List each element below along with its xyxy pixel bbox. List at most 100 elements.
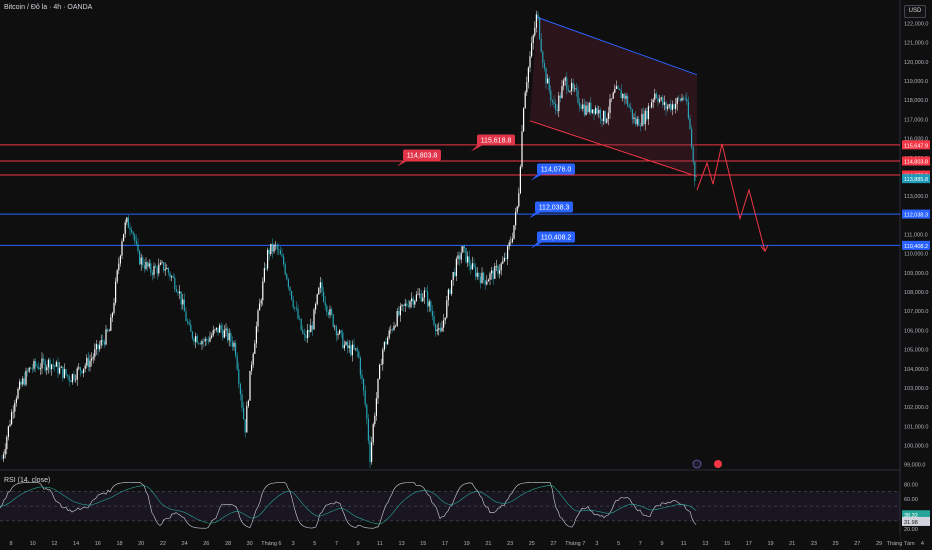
candle-body: [318, 287, 320, 295]
candle-body: [215, 327, 217, 330]
candle-body: [327, 312, 329, 316]
candle-body: [558, 95, 560, 111]
candle-body: [497, 265, 499, 274]
candle-body: [148, 263, 150, 267]
rsi-label: RSI (14, close): [4, 477, 51, 484]
candle-body: [446, 300, 448, 318]
candle-body: [143, 265, 145, 269]
candle-body: [667, 106, 669, 109]
candle-body: [263, 268, 265, 282]
candle-body: [265, 268, 267, 269]
candle-body: [390, 329, 392, 331]
time-tick-label: 24: [182, 541, 188, 547]
candle-body: [583, 104, 585, 115]
candle-body: [180, 291, 182, 305]
price-tick-label: 100,000.0: [904, 443, 928, 449]
candle-body: [540, 39, 542, 52]
candle-body: [262, 281, 264, 301]
symbol-title: Bitcoin / Đô la · 4h · OANDA: [4, 4, 93, 11]
candle-body: [537, 14, 539, 18]
candle-body: [644, 110, 646, 125]
candle-body: [164, 268, 166, 271]
price-tick-label: 118,000.0: [904, 98, 928, 104]
candle-body: [649, 106, 651, 108]
candle-body: [214, 329, 216, 331]
candle-body: [406, 303, 408, 306]
callout-110408-label: 110,408.2: [541, 235, 572, 242]
candle-body: [166, 267, 168, 269]
candle-body: [689, 118, 691, 130]
candle-body: [395, 325, 397, 327]
candle-body: [295, 307, 297, 309]
candle-body: [430, 301, 432, 312]
candle-body: [255, 326, 257, 344]
candle-body: [201, 341, 203, 345]
price-tick-label: 116,000.0: [904, 137, 928, 143]
candle-body: [515, 211, 517, 226]
time-tick-label: 21: [485, 541, 491, 547]
time-tick-label: 5: [313, 541, 316, 547]
channel-upper-line: [536, 16, 698, 76]
candle-body: [1, 458, 3, 460]
candle-body: [340, 330, 342, 333]
candle-body: [243, 407, 245, 420]
candle-body: [559, 95, 561, 99]
candle-body: [561, 86, 563, 99]
time-tick-label: 17: [746, 541, 752, 547]
candle-body: [657, 97, 659, 102]
candle-body: [179, 291, 181, 294]
candle-body: [187, 320, 189, 323]
candle-body: [502, 261, 504, 264]
candle-body: [606, 118, 608, 123]
candle-body: [316, 294, 318, 305]
candle-body: [627, 95, 629, 106]
candle-body: [22, 378, 24, 385]
time-tick-label: 17: [442, 541, 448, 547]
candle-body: [9, 424, 11, 427]
candle-body: [299, 318, 301, 320]
candle-body: [73, 374, 75, 380]
price-tag-current: [902, 174, 930, 184]
price-tick-label: 120,000.0: [904, 60, 928, 66]
candle-body: [175, 289, 177, 292]
candle-body: [87, 357, 89, 368]
candle-body: [377, 378, 379, 399]
time-tick-label: 7: [639, 541, 642, 547]
time-tick-label: 8: [9, 541, 12, 547]
candle-body: [639, 125, 641, 127]
price-tick-label: 103,000.0: [904, 386, 928, 392]
candle-body: [379, 364, 381, 379]
candle-body: [603, 111, 605, 122]
candle-body: [3, 454, 5, 459]
candle-body: [323, 291, 325, 302]
candle-body: [631, 109, 633, 119]
candle-body: [439, 328, 441, 332]
candle-body: [204, 338, 206, 342]
price-tick-label: 121,000.0: [904, 41, 928, 47]
candle-body: [183, 299, 185, 312]
candle-body: [225, 328, 227, 331]
candle-body: [617, 86, 619, 89]
candle-body: [203, 341, 205, 342]
candle-body: [555, 103, 557, 110]
candle-body: [673, 104, 675, 109]
currency-button[interactable]: USD: [904, 5, 926, 18]
candle-body: [572, 82, 574, 89]
candle-body: [347, 341, 349, 349]
candle-body: [129, 227, 131, 231]
candle-body: [4, 449, 6, 455]
candle-body: [435, 324, 437, 332]
rsi-tick-label: 80.00: [904, 482, 918, 488]
candle-body: [510, 241, 512, 243]
rsi-value-b: 31.98: [904, 520, 918, 526]
candle-body: [401, 304, 403, 307]
rsi-value-a: 38.32: [904, 513, 918, 519]
candle-body: [155, 266, 157, 268]
candle-body: [531, 43, 533, 57]
candle-body: [126, 217, 128, 223]
candle-body: [223, 330, 225, 338]
candle-body: [334, 326, 336, 327]
candle-body: [463, 246, 465, 249]
